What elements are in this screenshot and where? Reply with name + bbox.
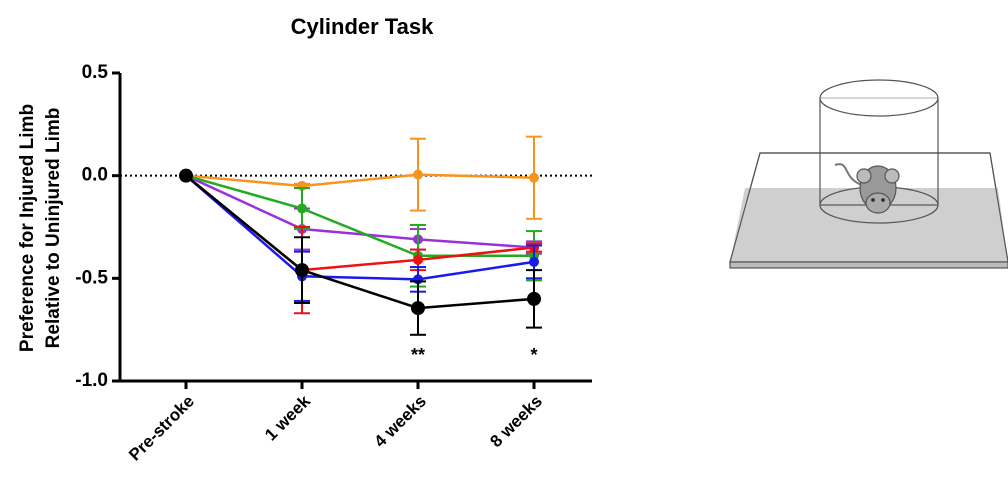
data-point bbox=[413, 170, 423, 180]
x-tick-label: 1 week bbox=[261, 391, 314, 444]
data-point bbox=[295, 263, 309, 277]
data-point bbox=[179, 169, 193, 183]
plot: 0.5 0.0 -0.5 -1.0 Pre-stroke 1 week 4 weeks 8 w… bbox=[75, 62, 592, 464]
cylinder-illustration bbox=[730, 80, 1008, 268]
series-line bbox=[186, 176, 534, 248]
series-line bbox=[186, 176, 534, 308]
data-point bbox=[297, 204, 307, 214]
y-label: Relative to Uninjured Limb bbox=[43, 108, 64, 349]
y-label: Preference for Injured Limb bbox=[17, 104, 38, 352]
data-point bbox=[529, 173, 539, 183]
data-point bbox=[411, 301, 425, 315]
annotation: * bbox=[530, 345, 537, 365]
data-point bbox=[413, 255, 423, 265]
x-tick-label: 4 weeks bbox=[370, 392, 430, 452]
annotation: ** bbox=[411, 345, 425, 365]
data-point bbox=[527, 292, 541, 306]
y-tick-label: -0.5 bbox=[75, 267, 108, 288]
chart-title: Cylinder Task bbox=[291, 14, 434, 39]
data-point bbox=[529, 257, 539, 267]
x-tick-label: Pre-stroke bbox=[125, 392, 198, 465]
y-tick-label: -1.0 bbox=[75, 370, 108, 391]
x-tick-label: 8 weeks bbox=[486, 392, 546, 452]
y-tick-label: 0.5 bbox=[82, 62, 109, 83]
y-tick-label: 0.0 bbox=[82, 165, 108, 186]
page: Cylinder Task Preference for Injured Lim… bbox=[0, 0, 1008, 489]
